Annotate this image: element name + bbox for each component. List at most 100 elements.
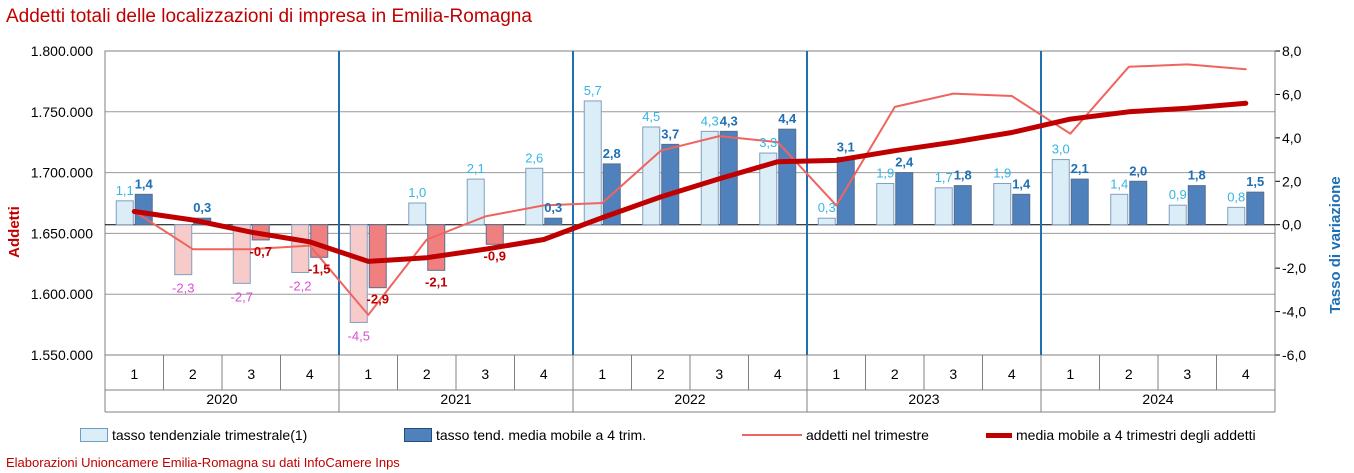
bar-media-mobile (778, 128, 797, 226)
legend-label-thin: addetti nel trimestre (806, 427, 929, 443)
right-tick-label: 6,0 (1282, 86, 1302, 102)
data-label-tasso-tendenziale: 1,7 (935, 170, 953, 185)
bar-tasso-tendenziale (1110, 193, 1129, 226)
data-label-tasso-tendenziale: -2,2 (289, 278, 311, 293)
year-tick-label: 2024 (1142, 391, 1173, 407)
legend-swatch-thin (742, 434, 802, 436)
bar-tasso-tendenziale (993, 182, 1012, 226)
quarter-tick-label: 1 (832, 366, 840, 382)
bar-tasso-tendenziale (174, 224, 193, 276)
quarter-tick-label: 1 (364, 366, 372, 382)
bar-media-mobile (1246, 191, 1265, 226)
bar-media-mobile (661, 143, 680, 226)
data-label-media-mobile: 2,8 (603, 146, 621, 161)
bar-tasso-tendenziale (525, 167, 544, 226)
legend-label-thick: media mobile a 4 trimestri degli addetti (1016, 427, 1256, 443)
legend-item-light-bar: tasso tendenziale trimestrale(1) (80, 426, 307, 444)
data-label-tasso-tendenziale: 2,1 (467, 161, 485, 176)
bar-tasso-tendenziale (115, 200, 134, 226)
year-tick-label: 2021 (440, 391, 471, 407)
bar-media-mobile (1070, 178, 1089, 226)
bar-tasso-tendenziale (291, 224, 310, 273)
quarter-tick-label: 4 (306, 366, 314, 382)
line-addetti-trimestre (133, 63, 1247, 316)
quarter-tick-label: 3 (715, 366, 723, 382)
data-label-media-mobile: 2,1 (1071, 161, 1089, 176)
legend-label-dark: tasso tend. media mobile a 4 trim. (436, 427, 647, 443)
legend-swatch-light (80, 428, 108, 442)
legend-item-thick-line: media mobile a 4 trimestri degli addetti (986, 426, 1256, 444)
data-label-tasso-tendenziale: -2,3 (172, 281, 194, 296)
right-tick-label: -2,0 (1282, 260, 1306, 276)
left-tick-label: 1.700.000 (31, 165, 93, 181)
data-label-media-mobile: 4,4 (778, 111, 797, 126)
data-label-media-mobile: 1,8 (1188, 168, 1206, 183)
right-tick-label: 4,0 (1282, 130, 1302, 146)
data-label-media-mobile: 2,0 (1129, 163, 1147, 178)
year-tick-label: 2022 (674, 391, 705, 407)
data-label-media-mobile: 3,7 (661, 126, 679, 141)
bar-media-mobile (544, 217, 563, 226)
right-tick-label: 0,0 (1282, 217, 1302, 233)
data-label-tasso-tendenziale: 0,3 (818, 200, 836, 215)
year-tick-label: 2020 (206, 391, 237, 407)
left-tick-label: 1.800.000 (31, 43, 93, 59)
data-label-tasso-tendenziale: 4,5 (642, 109, 660, 124)
data-label-media-mobile: 1,8 (954, 168, 972, 183)
data-label-media-mobile: 0,3 (544, 200, 562, 215)
bar-tasso-tendenziale (408, 202, 427, 226)
right-tick-label: 2,0 (1282, 173, 1302, 189)
quarter-tick-label: 3 (481, 366, 489, 382)
right-tick-label: -6,0 (1282, 347, 1306, 363)
bar-tasso-tendenziale (1168, 204, 1187, 226)
bar-tasso-tendenziale (1051, 159, 1070, 226)
bar-media-mobile (1187, 185, 1206, 226)
left-tick-label: 1.750.000 (31, 104, 93, 120)
source-footer: Elaborazioni Unioncamere Emilia-Romagna … (6, 455, 400, 470)
data-label-tasso-tendenziale: 5,7 (584, 83, 602, 98)
legend-item-thin-line: addetti nel trimestre (742, 426, 929, 444)
bar-tasso-tendenziale (876, 182, 895, 226)
quarter-tick-label: 1 (1066, 366, 1074, 382)
data-label-media-mobile: -0,7 (250, 244, 272, 259)
quarter-tick-label: 3 (247, 366, 255, 382)
left-axis-title: Addetti (6, 206, 23, 258)
quarter-tick-label: 2 (657, 366, 665, 382)
quarter-tick-label: 4 (774, 366, 782, 382)
legend-item-dark-bar: tasso tend. media mobile a 4 trim. (404, 426, 646, 444)
bar-media-mobile (1012, 193, 1031, 226)
year-tick-label: 2023 (908, 391, 939, 407)
quarter-tick-label: 2 (189, 366, 197, 382)
bar-tasso-tendenziale (642, 126, 661, 226)
data-label-tasso-tendenziale: 1,0 (408, 185, 426, 200)
data-label-tasso-tendenziale: 4,3 (701, 113, 719, 128)
quarter-tick-label: 2 (891, 366, 899, 382)
legend-swatch-dark (404, 428, 432, 442)
left-tick-label: 1.600.000 (31, 286, 93, 302)
bar-tasso-tendenziale (1227, 206, 1246, 226)
bar-media-mobile (485, 224, 504, 245)
data-label-tasso-tendenziale: 2,6 (525, 150, 543, 165)
data-label-media-mobile: -0,9 (484, 248, 506, 263)
data-label-tasso-tendenziale: -4,5 (348, 328, 370, 343)
quarter-tick-label: 4 (1008, 366, 1016, 382)
bar-tasso-tendenziale (934, 187, 953, 226)
data-label-media-mobile: -2,9 (367, 292, 389, 307)
bar-tasso-tendenziale (232, 224, 251, 284)
quarter-tick-label: 4 (1242, 366, 1250, 382)
chart-title: Addetti totali delle localizzazioni di i… (6, 6, 532, 27)
right-axis-title: Tasso di variazione (1327, 176, 1344, 313)
quarter-tick-label: 1 (130, 366, 138, 382)
data-label-tasso-tendenziale: 1,9 (876, 165, 894, 180)
quarter-tick-label: 3 (949, 366, 957, 382)
bar-media-mobile (1129, 180, 1148, 226)
quarter-tick-label: 2 (1125, 366, 1133, 382)
legend-swatch-thick (986, 432, 1012, 438)
data-label-tasso-tendenziale: -2,7 (231, 289, 253, 304)
data-label-media-mobile: 2,4 (895, 155, 914, 170)
data-label-tasso-tendenziale: 1,1 (116, 183, 134, 198)
data-label-tasso-tendenziale: 0,8 (1227, 189, 1245, 204)
left-tick-label: 1.650.000 (31, 225, 93, 241)
quarter-tick-label: 4 (540, 366, 548, 382)
